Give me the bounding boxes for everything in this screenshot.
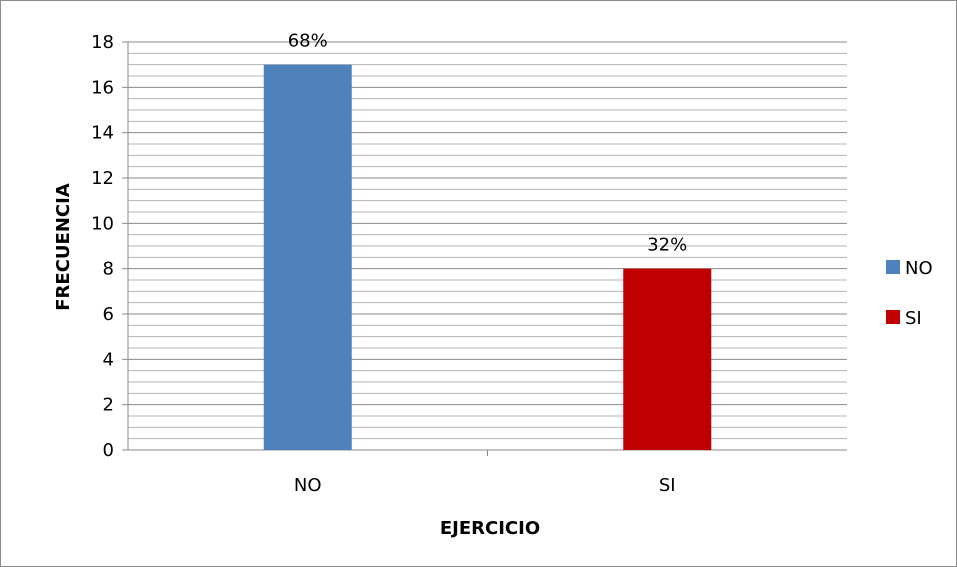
x-axis-title: EJERCICIO (440, 518, 540, 539)
grid-lines (128, 41, 847, 440)
data-label-si: 32% (647, 235, 687, 256)
x-tick-label: NO (294, 475, 322, 496)
legend-swatch-no (886, 260, 900, 274)
y-tick-label: 6 (103, 304, 114, 325)
bar-si (623, 268, 712, 450)
y-tick-label: 16 (91, 77, 114, 98)
y-tick-label: 2 (103, 395, 114, 416)
axes (122, 41, 847, 456)
x-tick-label: SI (659, 475, 676, 496)
bar-no (263, 64, 352, 450)
y-tick-label: 18 (91, 32, 114, 53)
data-labels: 68% 32% (288, 31, 688, 256)
y-tick-label: 10 (91, 213, 114, 234)
y-axis-title: FRECUENCIA (53, 183, 74, 311)
legend: NO SI (886, 258, 933, 329)
y-tick-label: 12 (91, 168, 114, 189)
tick-labels: 0 2 4 6 8 10 12 14 16 18 NO SI (91, 32, 676, 496)
legend-swatch-si (886, 310, 900, 324)
data-label-no: 68% (288, 31, 328, 52)
bars (263, 64, 712, 450)
y-tick-label: 14 (91, 123, 114, 144)
y-tick-label: 0 (103, 440, 114, 461)
y-tick-label: 4 (103, 349, 114, 370)
legend-label-no: NO (905, 258, 933, 279)
legend-label-si: SI (905, 308, 922, 329)
y-tick-label: 8 (103, 259, 114, 280)
